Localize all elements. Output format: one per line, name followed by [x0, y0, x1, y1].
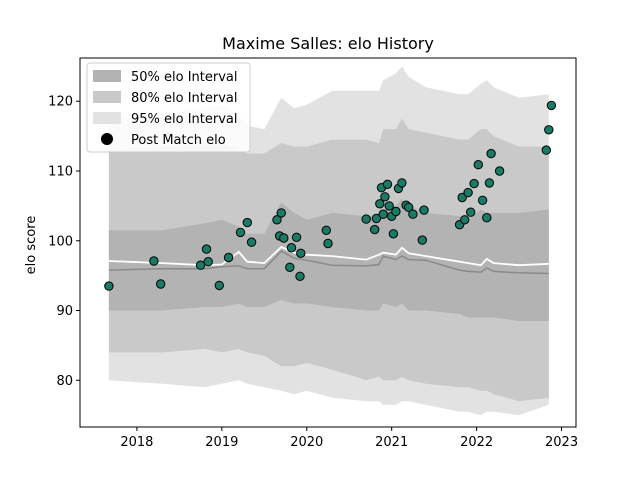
- post-match-elo-point: [460, 215, 470, 225]
- post-match-elo-point: [473, 160, 483, 170]
- plot-area: [104, 66, 557, 416]
- post-match-elo-point: [323, 238, 333, 249]
- post-match-elo-point: [494, 166, 505, 176]
- post-match-elo-point: [382, 179, 393, 190]
- post-match-elo-point: [201, 244, 212, 254]
- post-match-elo-point: [203, 257, 213, 267]
- post-match-elo-point: [546, 100, 557, 111]
- post-match-elo-point: [477, 195, 488, 206]
- post-match-elo-point: [370, 224, 380, 235]
- post-match-elo-point: [195, 260, 206, 270]
- y-tick-label: 110: [48, 165, 73, 180]
- post-match-elo-point: [214, 280, 225, 291]
- post-match-elo-point: [104, 281, 114, 291]
- legend-label-50: 50% elo Interval: [131, 70, 238, 85]
- post-match-elo-point: [417, 235, 427, 245]
- x-tick-label: 2022: [460, 435, 493, 450]
- post-match-elo-point: [286, 243, 297, 253]
- post-match-elo-point: [388, 229, 399, 239]
- chart-title: Maxime Salles: elo History: [222, 34, 434, 53]
- legend-label-80: 80% elo Interval: [131, 91, 238, 106]
- post-match-elo-point: [541, 145, 551, 155]
- x-tick-label: 2019: [205, 435, 238, 450]
- x-tick-label: 2020: [290, 435, 323, 450]
- post-match-elo-point: [378, 209, 388, 219]
- post-match-elo-point: [466, 207, 476, 217]
- post-match-elo-point: [371, 213, 382, 224]
- post-match-elo-point: [149, 256, 159, 266]
- post-match-elo-point: [296, 248, 306, 259]
- post-match-elo-point: [375, 199, 385, 209]
- y-axis-label: elo score: [24, 216, 39, 275]
- x-tick-label: 2021: [375, 435, 408, 450]
- y-tick-label: 90: [56, 304, 73, 319]
- post-match-elo-point: [285, 262, 295, 272]
- axes: 2018 2019 2020 2021 2022 2023 80 90 100 110 120: [48, 57, 578, 450]
- post-match-elo-point: [419, 205, 429, 215]
- post-match-elo-point: [457, 192, 467, 203]
- legend-swatch-95: [93, 112, 121, 124]
- y-tick-label: 100: [48, 234, 73, 249]
- post-match-elo-point: [361, 214, 371, 224]
- legend-label-95: 95% elo Interval: [131, 112, 238, 127]
- legend-label-post-match: Post Match elo: [131, 133, 226, 148]
- post-match-elo-point: [156, 279, 166, 289]
- y-tick-label: 120: [48, 95, 73, 110]
- legend-swatch-50: [93, 70, 121, 82]
- post-match-elo-point: [397, 178, 407, 188]
- post-match-elo-point: [223, 252, 234, 263]
- post-match-elo-point: [276, 208, 286, 218]
- post-match-elo-point: [380, 192, 390, 202]
- legend-frame: [86, 62, 251, 153]
- post-match-elo-point: [484, 178, 495, 188]
- y-tick-label: 80: [56, 374, 73, 389]
- legend: 50% elo Interval 80% elo Interval 95% el…: [86, 62, 251, 153]
- post-match-elo-point: [321, 225, 331, 236]
- post-match-elo-point: [391, 206, 401, 217]
- legend-marker-post-match: [101, 133, 113, 145]
- band-50-interval: [108, 198, 549, 321]
- center-elo-line: [108, 250, 549, 275]
- post-match-elo-point: [486, 148, 496, 159]
- post-match-elo-point: [463, 187, 473, 198]
- post-match-elo-point: [235, 227, 246, 238]
- post-match-elo-point: [295, 271, 305, 281]
- post-match-elo-point: [272, 215, 282, 225]
- mean-elo-line: [108, 245, 549, 267]
- post-match-elo-point: [384, 201, 394, 211]
- post-match-elo-point: [291, 232, 302, 243]
- post-match-elo-point: [279, 233, 289, 243]
- x-tick-label: 2023: [545, 435, 578, 450]
- x-tick-label: 2018: [120, 435, 153, 450]
- post-match-elo-point: [469, 178, 479, 189]
- post-match-elo-point: [408, 209, 418, 219]
- plot-frame: [79, 57, 577, 428]
- post-match-elo-point: [404, 202, 414, 213]
- post-match-elo-point: [246, 237, 257, 247]
- post-match-elo-point: [242, 217, 253, 228]
- post-match-elo-point: [544, 125, 554, 135]
- legend-swatch-80: [93, 91, 121, 103]
- post-match-elo-point: [482, 213, 492, 223]
